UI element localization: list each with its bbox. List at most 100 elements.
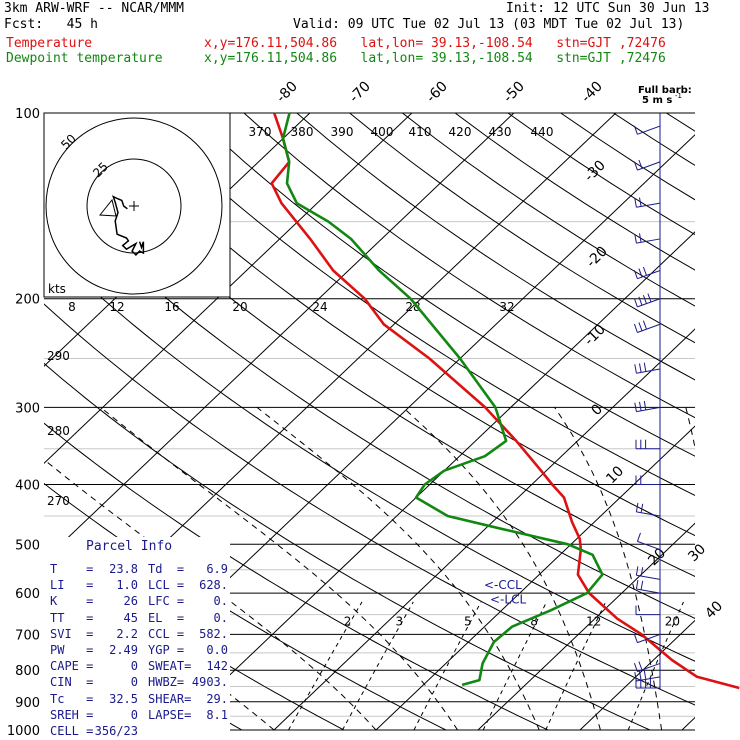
wind-barb-feather [633,298,638,308]
wind-barb-feather [634,364,637,374]
parcel-label: PW = [50,643,94,657]
dry-adiabat-label: 270 [47,494,70,508]
parcel-label: T = [50,562,94,576]
mixing-ratio-5 [413,601,482,730]
wind-barbs: Full barb:5 m s -1 [633,85,692,690]
parcel-label: LFC = [148,594,185,609]
barb-legend-line2: 5 m s [642,95,672,106]
wind-barb-staff [636,574,661,580]
pressure-tick: 200 [15,293,40,308]
wind-barb-staff [637,323,661,333]
parcel-label: YGP = [148,643,185,657]
pressure-tick: 300 [15,401,40,416]
wind-barb [635,502,661,517]
init-time: Init: 12 UTC Sun 30 Jun 13 [506,1,710,16]
wind-barb [633,293,661,308]
mixing-ratio-label: 8 [530,615,538,629]
dry-adiabat-360 [138,113,695,497]
wind-barb-feather [639,671,642,681]
parcel-row: CAPE = 0 SWEAT= 142 [50,659,230,674]
wind-barb-feather [636,532,641,542]
hodograph-ring-0 [45,117,223,295]
isotherm-0 [375,425,695,730]
wind-barb [636,532,661,551]
hodograph-units: kts [48,282,66,296]
parcel-value: 8.1 [206,707,228,722]
pressure-tick: 700 [15,628,40,643]
model-title: 3km ARW-WRF -- NCAR/MMM [4,1,185,16]
dry-adiabat-320 [44,244,695,662]
dry-adiabat-340 [44,124,695,578]
theta-top-label: 390 [331,125,354,139]
dry-adiabat-370 [190,113,695,457]
parcel-row: CIN = 0 HWBZ= 4903. [50,675,230,690]
parcel-value: 6.9 [206,562,228,576]
wind-barb [633,320,661,333]
parcel-row: TT = 45 EL = 0. [50,611,230,626]
parcel-label: CIN = [50,675,94,690]
parcel-value: 2.2 [116,626,138,641]
parcel-value: 23.8 [109,562,138,576]
parcel-info-title: Parcel Info [86,539,173,554]
wind-barb-feather [633,125,638,135]
wind-barb-feather [634,198,637,208]
parcel-label: SWEAT= [148,659,192,674]
parcel-value: 45 [123,610,138,625]
parcel-value: 628. [199,578,228,593]
parcel-label: Tc = [50,691,94,706]
wind-barb-staff [637,662,661,673]
dry-adiabat-430 [507,113,695,236]
dry-adiabat-350 [85,113,695,537]
mixing-ratio-3 [342,601,414,730]
temperature-location: x,y=176.11,504.86 lat,lon= 39.13,-108.54… [204,36,666,51]
parcel-value: 32.5 [109,691,138,706]
wind-barb-feather [635,580,639,590]
moist-adiabat-0 [44,458,377,730]
parcel-value: 0.0 [206,643,228,657]
dry-adiabat-470 [719,113,740,730]
wind-barb [635,679,661,689]
parcel-value: 29. [206,691,228,706]
dry-adiabat-label: 290 [47,349,70,363]
wind-barb [635,580,661,594]
dewpoint-line [281,112,604,687]
wind-barb-feather [639,401,642,411]
dry-adiabat-390 [296,113,695,381]
wind-barb-feather [640,567,644,577]
parcel-label: K = [50,594,94,609]
dry-adiabat-330 [44,184,695,619]
hodograph-frame [43,112,231,298]
wind-barb-feather [642,295,647,304]
isotherm-label: -40 [578,78,605,105]
isotherm-20 [579,619,695,730]
wind-barb-feather [634,672,637,682]
parcel-label: EL = [148,610,185,625]
isotherm--60 [44,113,413,465]
dry-adiabat-380 [243,113,695,419]
parcel-label: CELL = [50,724,94,738]
wind-barb-feather [640,503,644,513]
parcel-value: 582. [199,626,228,641]
isotherm-label: -70 [346,78,373,105]
moist-adiabat-28 [554,407,663,730]
isotherm--50 [44,113,515,562]
wind-barb [634,362,661,374]
wind-barb [633,159,661,171]
wind-barb-staff [637,633,661,644]
pressure-tick: 900 [15,696,40,711]
theta-top-label: 380 [291,125,314,139]
temperature-legend: Temperature [6,36,93,51]
mixing-ratio-label: 12 [586,615,601,629]
wind-barb-feather [633,270,638,279]
parcel-value: 356/23 [94,724,138,738]
wind-barb [635,566,661,580]
parcel-value: 0 [130,675,138,690]
parcel-row: SREH = 0 LAPSE= 8.1 [50,708,230,723]
wind-barb-staff [637,125,661,135]
wind-barb-feather [647,293,652,303]
wind-barb-feather [634,402,637,412]
wind-barb [634,233,661,244]
mixing-ratio-8 [482,601,548,730]
barb-legend-line1: Full barb: [638,85,692,96]
